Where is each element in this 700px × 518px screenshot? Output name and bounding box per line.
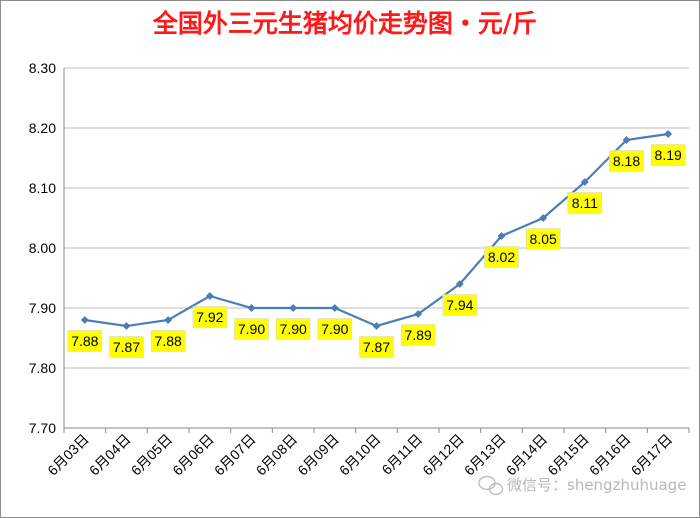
data-label: 7.92: [196, 309, 223, 325]
y-tick-label: 8.20: [29, 120, 56, 136]
data-label: 8.18: [613, 153, 640, 169]
data-label-box: [109, 336, 144, 358]
data-label-box: [234, 318, 269, 340]
data-label: 7.89: [405, 327, 432, 343]
data-label-box: [359, 336, 394, 358]
data-label: 7.88: [155, 333, 182, 349]
data-label: 7.90: [321, 321, 348, 337]
data-point-marker: [205, 292, 214, 300]
data-point-marker: [497, 232, 506, 240]
data-label-box: [567, 192, 603, 214]
grid-lines: [64, 67, 689, 369]
y-tick-label: 7.80: [29, 360, 56, 376]
data-point-marker: [664, 130, 673, 138]
data-label-box: [442, 294, 478, 316]
data-label: 8.02: [488, 249, 515, 265]
y-tick-label: 8.30: [29, 60, 56, 76]
y-tick-labels: 7.70 7.80 7.90 8.00 8.10 8.20 8.30: [29, 60, 56, 436]
data-point-marker: [330, 304, 339, 312]
data-label-box: [400, 324, 436, 346]
data-point-marker: [539, 214, 548, 222]
data-label-box: [650, 144, 686, 166]
data-label: 7.87: [113, 339, 140, 355]
data-label: 7.87: [363, 339, 390, 355]
watermark: 微信号：shengzhuhuage: [478, 475, 686, 496]
data-label-box: [67, 330, 103, 352]
y-tick-label: 8.10: [29, 180, 56, 196]
data-label: 7.90: [238, 321, 265, 337]
data-label: 8.05: [530, 231, 557, 247]
wechat-icon: [478, 475, 504, 496]
data-label-box: [609, 150, 644, 172]
data-label-box: [275, 318, 311, 340]
data-point-marker: [622, 136, 631, 144]
data-label-box: [525, 228, 561, 250]
data-point-marker: [80, 316, 89, 324]
data-label-box: [317, 318, 353, 340]
data-point-marker: [247, 304, 256, 312]
data-point-marker: [372, 322, 381, 330]
y-tick-label: 7.70: [29, 420, 56, 436]
data-label: 7.94: [446, 297, 473, 313]
watermark-text: 微信号：shengzhuhuage: [507, 476, 686, 494]
data-label: 7.90: [280, 321, 307, 337]
chart-title: 全国外三元生猪均价走势图・元/斤: [152, 9, 537, 38]
data-point-marker: [164, 316, 173, 324]
data-label-box: [150, 330, 186, 352]
data-label-box: [484, 246, 519, 268]
data-point-marker: [289, 304, 298, 312]
axes: [63, 68, 690, 433]
data-labels: 7.88 7.87 7.88 7.92 7.90 7.90 7.90 7.87 7.89 7.94…: [67, 144, 686, 358]
data-point-marker: [580, 178, 589, 186]
data-label: 7.88: [71, 333, 98, 349]
data-label: 8.11: [572, 195, 598, 211]
data-point-marker: [122, 322, 131, 330]
y-tick-label: 7.90: [29, 300, 56, 316]
data-point-marker: [414, 310, 423, 318]
y-tick-label: 8.00: [29, 240, 56, 256]
data-label: 8.19: [655, 147, 682, 163]
data-label-box: [192, 306, 228, 328]
data-point-marker: [455, 280, 464, 288]
